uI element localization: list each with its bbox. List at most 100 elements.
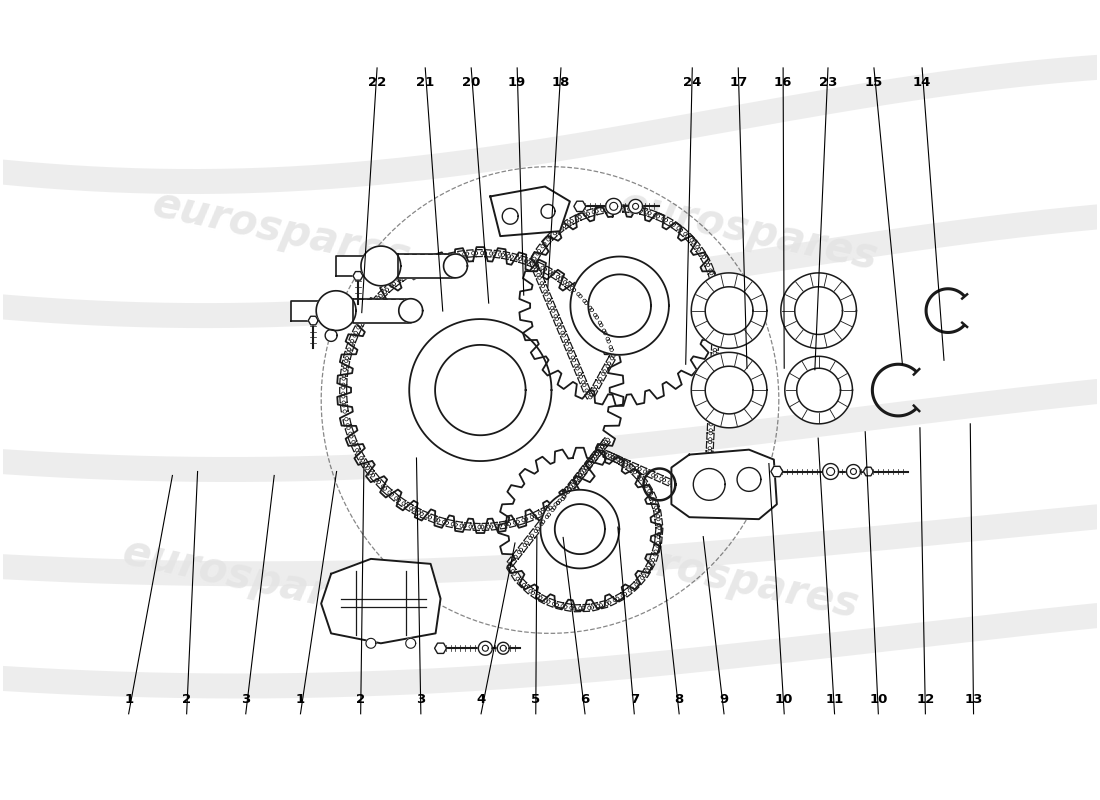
Polygon shape bbox=[607, 340, 610, 343]
Polygon shape bbox=[619, 459, 623, 463]
Polygon shape bbox=[650, 561, 653, 564]
Polygon shape bbox=[353, 271, 363, 280]
Polygon shape bbox=[346, 350, 350, 354]
Polygon shape bbox=[373, 301, 376, 305]
Polygon shape bbox=[415, 263, 424, 272]
Text: 7: 7 bbox=[629, 693, 639, 706]
Text: 8: 8 bbox=[674, 693, 684, 706]
Polygon shape bbox=[710, 429, 713, 432]
Polygon shape bbox=[712, 375, 715, 378]
Polygon shape bbox=[499, 521, 507, 529]
Polygon shape bbox=[583, 469, 586, 472]
Polygon shape bbox=[377, 296, 381, 300]
Polygon shape bbox=[707, 465, 711, 468]
Polygon shape bbox=[361, 246, 400, 286]
Polygon shape bbox=[407, 272, 410, 275]
Polygon shape bbox=[621, 206, 625, 210]
Polygon shape bbox=[433, 518, 438, 522]
Polygon shape bbox=[696, 246, 700, 249]
Polygon shape bbox=[572, 606, 576, 610]
Text: 21: 21 bbox=[416, 76, 434, 89]
Polygon shape bbox=[346, 426, 350, 430]
Polygon shape bbox=[707, 424, 715, 430]
Polygon shape bbox=[654, 474, 658, 478]
Polygon shape bbox=[351, 339, 354, 343]
Polygon shape bbox=[434, 643, 447, 654]
Polygon shape bbox=[668, 481, 671, 484]
Polygon shape bbox=[426, 514, 429, 518]
Polygon shape bbox=[532, 510, 541, 519]
Polygon shape bbox=[607, 601, 610, 605]
Polygon shape bbox=[469, 525, 472, 528]
Polygon shape bbox=[652, 500, 656, 503]
Polygon shape bbox=[420, 512, 424, 515]
Polygon shape bbox=[420, 265, 424, 268]
Polygon shape bbox=[547, 507, 550, 511]
Polygon shape bbox=[507, 557, 517, 566]
Polygon shape bbox=[713, 349, 716, 352]
Polygon shape bbox=[509, 255, 514, 258]
Polygon shape bbox=[531, 590, 540, 599]
Polygon shape bbox=[537, 594, 540, 598]
Polygon shape bbox=[572, 288, 575, 292]
Polygon shape bbox=[714, 339, 717, 343]
Polygon shape bbox=[428, 515, 431, 519]
Polygon shape bbox=[557, 275, 560, 278]
Polygon shape bbox=[541, 266, 544, 270]
Polygon shape bbox=[557, 501, 560, 505]
Polygon shape bbox=[389, 284, 394, 287]
Polygon shape bbox=[308, 316, 318, 325]
Polygon shape bbox=[478, 642, 493, 655]
Polygon shape bbox=[564, 603, 572, 611]
Polygon shape bbox=[417, 511, 421, 514]
Polygon shape bbox=[575, 366, 579, 370]
Polygon shape bbox=[563, 492, 566, 495]
Polygon shape bbox=[549, 506, 552, 510]
Polygon shape bbox=[642, 574, 646, 578]
Polygon shape bbox=[658, 523, 661, 527]
Polygon shape bbox=[454, 254, 458, 257]
Polygon shape bbox=[565, 342, 569, 346]
Polygon shape bbox=[598, 323, 607, 332]
Polygon shape bbox=[402, 502, 406, 506]
Polygon shape bbox=[648, 492, 657, 501]
Polygon shape bbox=[547, 513, 550, 517]
Polygon shape bbox=[342, 401, 345, 404]
Polygon shape bbox=[397, 497, 406, 506]
Polygon shape bbox=[485, 250, 492, 257]
Polygon shape bbox=[631, 206, 639, 214]
Polygon shape bbox=[573, 480, 576, 483]
Polygon shape bbox=[465, 252, 469, 255]
Polygon shape bbox=[583, 462, 593, 470]
Polygon shape bbox=[455, 522, 462, 529]
Polygon shape bbox=[602, 332, 610, 340]
Polygon shape bbox=[575, 217, 579, 220]
Polygon shape bbox=[536, 263, 539, 267]
Polygon shape bbox=[389, 492, 398, 501]
Polygon shape bbox=[364, 464, 367, 468]
Polygon shape bbox=[654, 550, 658, 554]
Polygon shape bbox=[351, 443, 361, 452]
Polygon shape bbox=[664, 217, 673, 226]
Polygon shape bbox=[321, 559, 441, 643]
Polygon shape bbox=[583, 301, 593, 310]
Polygon shape bbox=[711, 393, 714, 397]
Polygon shape bbox=[652, 545, 661, 553]
Polygon shape bbox=[429, 514, 437, 523]
Polygon shape bbox=[541, 237, 551, 246]
Polygon shape bbox=[594, 316, 603, 325]
Polygon shape bbox=[367, 308, 371, 311]
Polygon shape bbox=[572, 475, 582, 485]
Polygon shape bbox=[540, 285, 549, 293]
Polygon shape bbox=[579, 466, 588, 474]
Polygon shape bbox=[524, 543, 527, 546]
Polygon shape bbox=[653, 510, 661, 517]
Polygon shape bbox=[497, 642, 509, 654]
Polygon shape bbox=[570, 286, 574, 290]
Polygon shape bbox=[647, 566, 650, 570]
Polygon shape bbox=[378, 294, 382, 298]
Polygon shape bbox=[602, 364, 610, 373]
Polygon shape bbox=[671, 450, 777, 519]
Polygon shape bbox=[494, 250, 501, 258]
Polygon shape bbox=[371, 303, 375, 306]
